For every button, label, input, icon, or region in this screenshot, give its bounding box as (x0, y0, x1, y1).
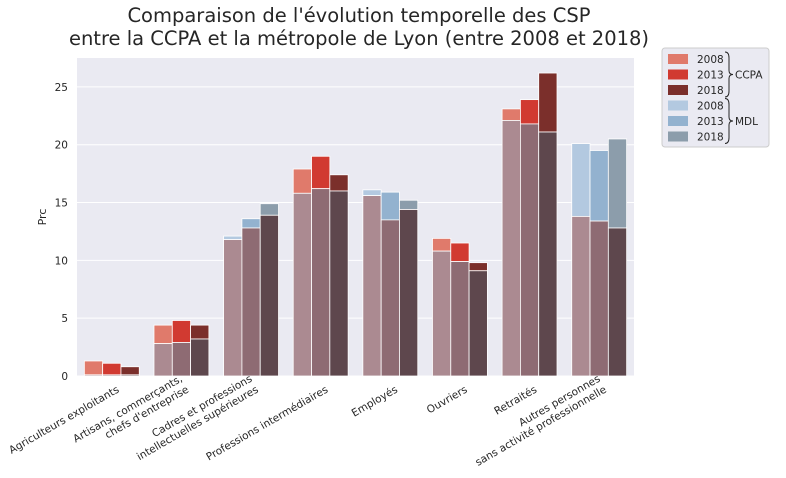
bar-overlap-2008 (501, 120, 521, 377)
x-tick-label: Employés (350, 384, 400, 420)
legend-swatch-mdl-2008 (668, 100, 688, 111)
x-tick-label-line: Employés (350, 384, 400, 420)
bar-ccpa-2018 (468, 262, 488, 272)
chart-title: Comparaison de l'évolution temporelle de… (69, 4, 649, 50)
legend-brace-icon (724, 98, 734, 144)
bar-ccpa-2008 (83, 360, 104, 376)
y-tick-label: 20 (55, 140, 68, 152)
chart-title-line: entre la CCPA et la métropole de Lyon (e… (69, 27, 649, 50)
bar-ccpa-2013 (102, 362, 122, 376)
legend-swatch-mdl-2013 (668, 116, 688, 126)
bar-ccpa-2018 (329, 174, 349, 192)
legend-box (661, 47, 770, 148)
bar-overlap-2018 (468, 270, 488, 377)
x-tick-label-line: Ouvriers (425, 384, 470, 417)
bar-overlap-2008 (571, 216, 591, 377)
bar-mdl-2008 (571, 143, 591, 217)
bar-overlap-2013 (171, 342, 191, 377)
bar-ccpa-2008 (153, 324, 173, 345)
bar-overlap-2018 (329, 190, 349, 377)
bar-overlap-2013 (450, 261, 470, 377)
legend-swatch-ccpa-2018 (668, 85, 688, 95)
bar-overlap-2008 (432, 250, 452, 377)
bar-overlap-2018 (607, 227, 628, 377)
bar-overlap-2018 (259, 214, 279, 377)
bar-mdl-2008 (362, 189, 382, 197)
bar-overlap-2008 (223, 239, 243, 377)
bar-overlap-2013 (311, 188, 331, 377)
y-tick-label: 5 (61, 313, 68, 325)
legend-swatch-ccpa-2008 (668, 54, 688, 64)
bar-ccpa-2013 (171, 320, 191, 343)
y-tick-label: 10 (55, 255, 68, 267)
bar-overlap-2018 (120, 374, 140, 377)
y-tick-labels: 0 5 10 15 20 25 (55, 82, 68, 383)
legend-swatch-ccpa-2013 (668, 69, 688, 80)
chart-title-line: Comparaison de l'évolution temporelle de… (127, 4, 590, 27)
x-tick-label: Autres personnessans activité profession… (467, 373, 609, 469)
legend-group-label-mdl: MDL (735, 116, 758, 128)
bar-mdl-2013 (589, 150, 609, 222)
bar-ccpa-2013 (520, 99, 540, 125)
legend-label-year: 2018 (697, 132, 724, 144)
bar-mdl-2018 (259, 203, 279, 216)
legend-group-label-ccpa: CCPA (735, 70, 763, 82)
bar-overlap-2008 (153, 343, 173, 377)
legend[interactable]: 2008 2013 2018 CCPA 2008 2013 2018 MDL (661, 47, 770, 148)
bar-ccpa-2018 (190, 324, 210, 340)
bar-overlap-2013 (380, 219, 400, 377)
bar-overlap-2013 (520, 123, 540, 377)
legend-label-year: 2013 (697, 70, 724, 82)
bar-overlap-2008 (83, 374, 104, 377)
legend-swatch-mdl-2018 (668, 131, 688, 142)
bar-ccpa-2008 (292, 168, 312, 194)
y-tick-label: 25 (55, 82, 68, 94)
x-tick-label: Ouvriers (425, 384, 470, 417)
legend-label-year: 2008 (697, 101, 724, 113)
bar-overlap-2013 (589, 220, 609, 377)
x-tick-label-line: sans activité professionnelle (473, 384, 608, 469)
bar-overlap-2013 (102, 374, 122, 377)
legend-brace-icon (724, 51, 734, 98)
bar-overlap-2008 (292, 192, 312, 377)
bar-mdl-2008 (223, 235, 243, 240)
bar-mdl-2018 (399, 199, 419, 210)
bar-ccpa-2018 (538, 72, 558, 133)
bar-ccpa-2013 (311, 155, 331, 190)
y-tick-label: 0 (61, 371, 68, 383)
bar-mdl-2018 (607, 138, 628, 229)
y-tick-label: 15 (55, 198, 68, 210)
bar-ccpa-2018 (120, 366, 140, 376)
bars (83, 72, 628, 377)
y-axis-label: Prc (36, 209, 49, 226)
bar-overlap-2018 (190, 338, 210, 377)
bar-overlap-2018 (399, 209, 419, 377)
bar-overlap-2008 (362, 195, 382, 377)
bar-mdl-2013 (241, 218, 261, 229)
legend-label-year: 2018 (697, 85, 724, 97)
bar-mdl-2013 (380, 191, 400, 221)
bar-ccpa-2013 (450, 242, 470, 262)
bar-overlap-2013 (241, 227, 261, 377)
legend-label-year: 2013 (697, 116, 724, 128)
bar-overlap-2018 (538, 131, 558, 377)
bar-ccpa-2008 (432, 237, 452, 252)
bar-ccpa-2008 (501, 108, 521, 121)
legend-label-year: 2008 (697, 54, 724, 66)
